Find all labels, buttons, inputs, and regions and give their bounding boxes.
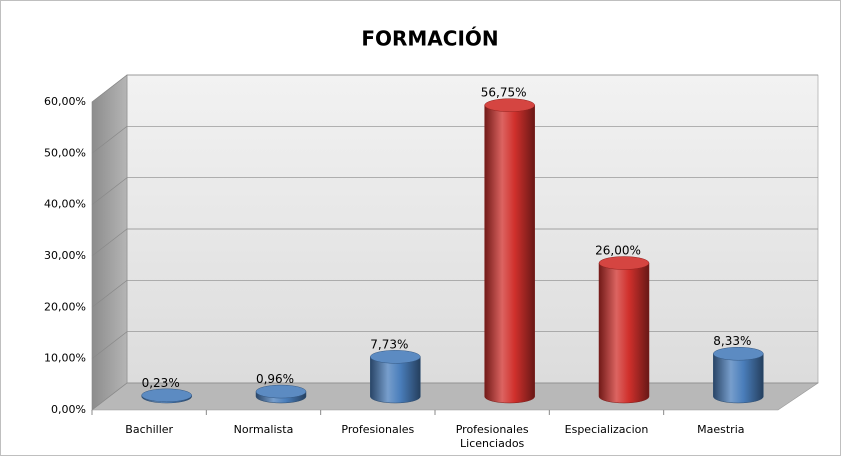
- cylinder-top: [370, 350, 421, 364]
- x-tick-label: Especializacion: [565, 423, 649, 436]
- cylinder-top: [713, 346, 764, 361]
- x-tick-label: Normalista: [234, 423, 294, 436]
- y-tick-label: 60,00%: [44, 95, 86, 108]
- y-tick-label: 20,00%: [44, 300, 86, 313]
- x-tick-label: Bachiller: [125, 423, 173, 436]
- floor: [91, 382, 819, 411]
- x-tick-label: Maestria: [697, 423, 744, 436]
- cylinder: [484, 104, 535, 404]
- y-tick-label: 10,00%: [44, 352, 86, 365]
- x-tick-label: Profesionales Licenciados: [456, 423, 529, 450]
- cylinder-top: [141, 388, 192, 403]
- cylinder: [713, 353, 764, 404]
- x-tick-label: Profesionales: [341, 423, 414, 436]
- y-tick-label: 0,00%: [51, 403, 86, 416]
- y-tick-label: 50,00%: [44, 146, 86, 159]
- value-label: 56,75%: [481, 86, 527, 100]
- value-label: 0,23%: [142, 376, 180, 390]
- value-label: 26,00%: [595, 244, 641, 258]
- cylinder: [598, 262, 650, 404]
- cylinder-top: [255, 384, 307, 399]
- cylinder-top: [598, 256, 650, 270]
- grid-line: [91, 125, 818, 154]
- chart-title: FORMACIÓN: [361, 27, 498, 51]
- y-tick-label: 30,00%: [44, 249, 86, 262]
- value-label: 7,73%: [370, 337, 408, 351]
- cylinder: [370, 356, 421, 404]
- grid-line: [91, 177, 818, 205]
- value-label: 0,96%: [256, 372, 294, 386]
- grid-line: [91, 331, 818, 359]
- value-label: 8,33%: [713, 334, 751, 348]
- grid-line: [91, 279, 818, 308]
- grid-line: [91, 382, 818, 411]
- cylinder-top: [484, 98, 535, 112]
- grid-line: [91, 74, 818, 103]
- y-tick-label: 40,00%: [44, 198, 86, 211]
- grid-line: [91, 228, 818, 257]
